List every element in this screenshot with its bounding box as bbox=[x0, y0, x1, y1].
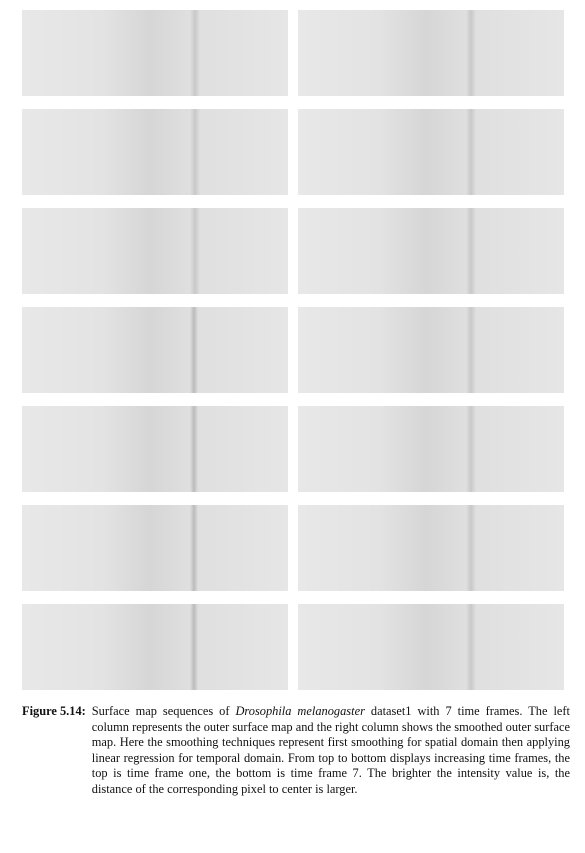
smoothed-surface-map-frame-1 bbox=[298, 10, 564, 96]
outer-surface-map-frame-1 bbox=[22, 10, 288, 96]
outer-surface-map-frame-4 bbox=[22, 307, 288, 393]
smoothed-surface-map-frame-6 bbox=[298, 505, 564, 591]
smoothed-surface-map-frame-7 bbox=[298, 604, 564, 690]
outer-surface-map-frame-6 bbox=[22, 505, 288, 591]
outer-surface-map-frame-7 bbox=[22, 604, 288, 690]
outer-surface-map-frame-3 bbox=[22, 208, 288, 294]
caption-part-1: Surface map sequences of bbox=[91, 704, 236, 718]
smoothed-surface-map-frame-3 bbox=[298, 208, 564, 294]
caption-text: Surface map sequences of Drosophila mela… bbox=[92, 704, 570, 798]
outer-surface-map-frame-2 bbox=[22, 109, 288, 195]
smoothed-surface-map-frame-5 bbox=[298, 406, 564, 492]
caption-part-2: dataset1 with 7 time frames. The left co… bbox=[91, 704, 570, 796]
outer-surface-map-frame-5 bbox=[22, 406, 288, 492]
smoothed-surface-map-frame-2 bbox=[298, 109, 564, 195]
caption-species: Drosophila melanogaster bbox=[235, 704, 365, 718]
smoothed-surface-map-frame-4 bbox=[298, 307, 564, 393]
figure-label: Figure 5.14: bbox=[22, 704, 86, 718]
figure-caption: Figure 5.14: Surface map sequences of Dr… bbox=[22, 704, 570, 798]
surface-map-grid bbox=[22, 10, 564, 690]
